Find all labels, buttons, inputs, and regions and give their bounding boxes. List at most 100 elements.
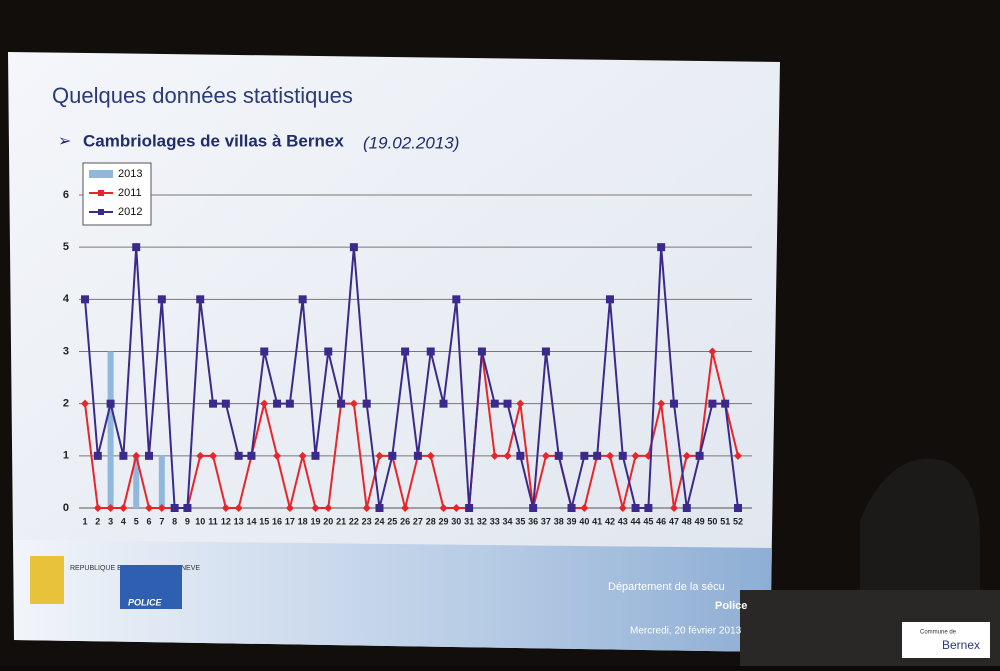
x-tick-label: 15 — [259, 516, 269, 526]
subtitle: Cambriolages de villas à Bernex — [83, 131, 344, 150]
marker — [618, 504, 627, 512]
marker — [311, 504, 320, 512]
marker — [81, 295, 89, 304]
x-tick-label: 22 — [349, 516, 359, 526]
x-tick-label: 31 — [464, 516, 474, 526]
footer-band — [14, 540, 772, 652]
marker — [721, 399, 730, 408]
legend-swatch — [98, 190, 104, 196]
x-tick-label: 27 — [413, 516, 423, 526]
y-tick-label: 5 — [63, 241, 69, 253]
marker — [132, 243, 141, 252]
police-text: POLICE — [128, 597, 163, 607]
x-tick-label: 1 — [82, 516, 87, 526]
marker — [593, 451, 602, 460]
subtitle-date: (19.02.2013) — [363, 133, 459, 152]
x-tick-label: 33 — [490, 516, 500, 526]
marker — [247, 451, 256, 460]
marker — [221, 399, 230, 408]
x-tick-label: 25 — [387, 516, 397, 526]
marker — [183, 504, 192, 512]
x-tick-label: 51 — [720, 516, 730, 526]
x-tick-label: 41 — [592, 516, 602, 526]
marker — [452, 504, 461, 512]
y-tick-label: 1 — [63, 450, 69, 462]
x-tick-label: 48 — [682, 516, 692, 526]
y-tick-label: 2 — [63, 398, 69, 410]
marker — [285, 504, 294, 512]
marker — [529, 504, 538, 512]
marker — [503, 399, 512, 408]
x-tick-label: 34 — [503, 516, 513, 526]
marker — [618, 451, 627, 460]
x-tick-label: 43 — [618, 516, 628, 526]
marker — [490, 451, 499, 460]
x-tick-label: 50 — [707, 516, 717, 526]
marker — [631, 451, 640, 460]
footer-unit: Police — [715, 600, 747, 612]
marker — [260, 399, 269, 408]
x-tick-label: 44 — [631, 516, 641, 526]
y-tick-label: 6 — [63, 189, 69, 201]
marker — [734, 451, 742, 460]
marker — [580, 451, 589, 460]
marker — [413, 451, 422, 460]
legend-label: 2013 — [118, 168, 142, 180]
legend-label: 2011 — [118, 187, 142, 199]
x-tick-label: 37 — [541, 516, 551, 526]
x-tick-label: 46 — [656, 516, 666, 526]
marker — [324, 347, 333, 356]
legend-label: 2012 — [118, 206, 142, 218]
x-tick-label: 29 — [439, 516, 449, 526]
marker — [541, 451, 550, 460]
x-tick-label: 16 — [272, 516, 282, 526]
marker — [93, 504, 102, 512]
x-tick-label: 39 — [567, 516, 577, 526]
marker — [234, 504, 243, 512]
x-tick-label: 20 — [323, 516, 333, 526]
x-tick-label: 19 — [310, 516, 320, 526]
marker — [580, 504, 589, 512]
marker — [426, 451, 435, 460]
marker — [644, 504, 653, 512]
commune-name: Bernex — [942, 638, 980, 652]
marker — [401, 347, 410, 356]
marker — [170, 504, 179, 512]
marker — [221, 504, 230, 512]
marker — [426, 347, 435, 356]
marker — [708, 399, 717, 408]
marker — [145, 504, 154, 512]
commune-logo — [902, 622, 990, 658]
x-tick-label: 38 — [554, 516, 564, 526]
x-tick-label: 18 — [298, 516, 308, 526]
marker — [401, 504, 410, 512]
marker — [682, 451, 691, 460]
marker — [337, 399, 346, 408]
marker — [388, 451, 397, 460]
x-tick-label: 52 — [733, 516, 743, 526]
marker — [298, 295, 307, 304]
marker — [567, 504, 576, 512]
x-tick-label: 28 — [426, 516, 436, 526]
canton-crest — [30, 556, 64, 604]
footer-date: Mercredi, 20 février 2013 — [630, 626, 742, 637]
marker — [196, 451, 205, 460]
marker — [119, 504, 128, 512]
x-tick-label: 7 — [159, 516, 164, 526]
x-tick-label: 6 — [147, 516, 152, 526]
x-tick-label: 36 — [528, 516, 538, 526]
x-tick-label: 13 — [234, 516, 244, 526]
marker — [477, 347, 486, 356]
marker — [516, 399, 525, 408]
marker — [362, 399, 371, 408]
legend-swatch — [98, 209, 104, 215]
marker — [657, 243, 666, 252]
x-tick-label: 30 — [451, 516, 461, 526]
footer-department: Département de la sécu — [608, 581, 725, 593]
marker — [132, 451, 141, 460]
marker — [145, 451, 154, 460]
x-tick-label: 26 — [400, 516, 410, 526]
marker — [503, 451, 512, 460]
x-tick-label: 3 — [108, 516, 113, 526]
